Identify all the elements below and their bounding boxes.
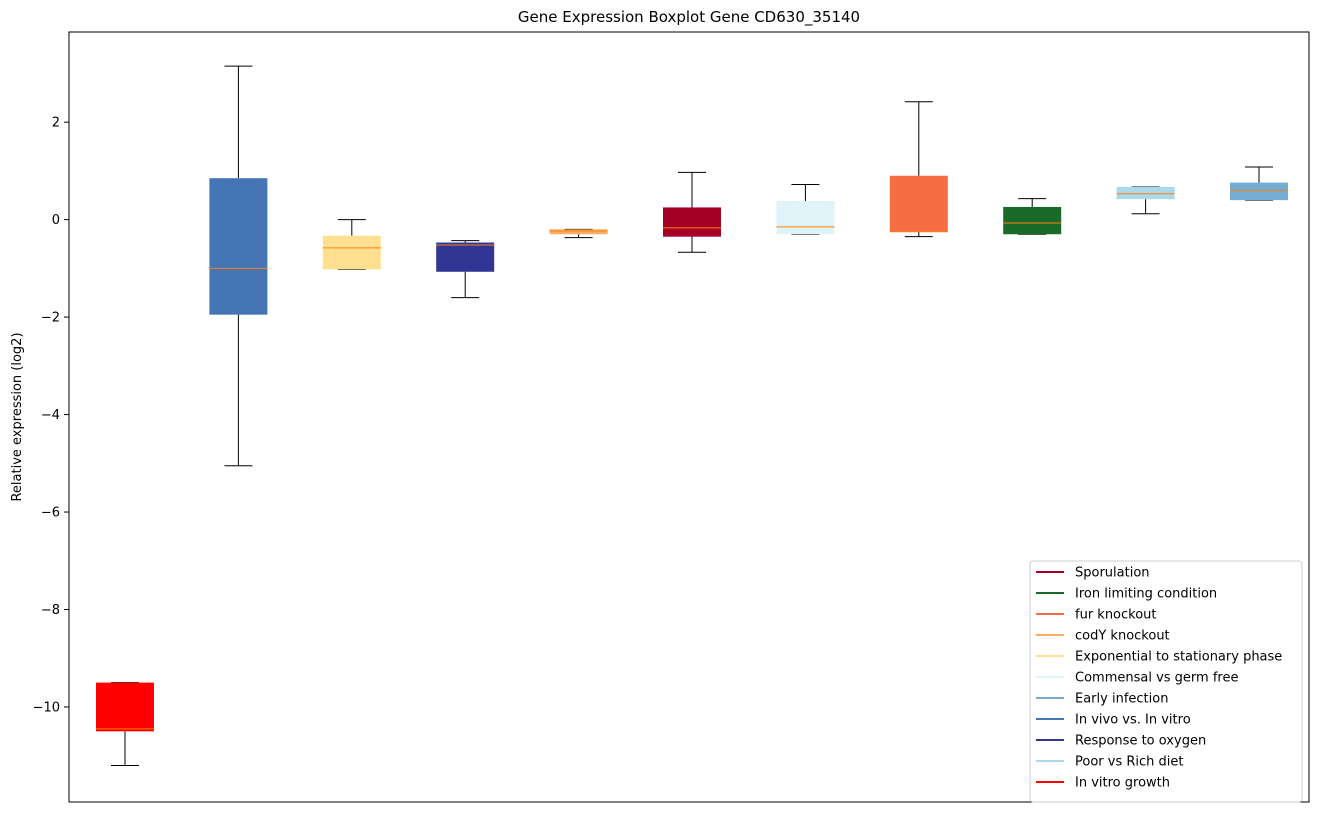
legend-label: Poor vs Rich diet [1075, 755, 1183, 770]
legend-label: In vivo vs. In vitro [1075, 713, 1191, 728]
y-tick-label: −2 [41, 311, 60, 326]
iqr-box [1116, 186, 1175, 200]
y-tick-label: 2 [52, 116, 60, 131]
iqr-box [322, 235, 381, 270]
box-response-to-oxygen [436, 240, 495, 299]
y-tick-label: 0 [52, 213, 60, 228]
iqr-box [96, 682, 154, 732]
legend-item: fur knockout [1036, 608, 1157, 623]
legend-label: Commensal vs germ free [1075, 671, 1238, 686]
legend-label: In vitro growth [1075, 776, 1170, 791]
iqr-box [776, 201, 835, 235]
legend-frame [1029, 560, 1303, 803]
y-tick-label: −10 [33, 700, 60, 715]
iqr-box [663, 207, 721, 237]
y-axis-label: Relative expression (log2) [10, 332, 25, 501]
iqr-box [209, 178, 268, 315]
boxes-layer [96, 65, 1288, 766]
legend: Sporulation Iron limiting condition fur kn… [1029, 560, 1303, 803]
legend-item: Poor vs Rich diet [1036, 755, 1183, 770]
box-exponential-to-stationary-phase [322, 219, 381, 270]
box-cody-knockout [549, 228, 608, 239]
iqr-box [1230, 182, 1288, 201]
iqr-box [436, 242, 495, 272]
legend-label: codY knockout [1075, 629, 1170, 644]
legend-label: Exponential to stationary phase [1075, 650, 1282, 665]
legend-item: Early infection [1036, 692, 1168, 707]
legend-item: Response to oxygen [1036, 734, 1206, 749]
legend-label: Response to oxygen [1075, 734, 1206, 749]
chart-title: Gene Expression Boxplot Gene CD630_35140 [518, 8, 860, 27]
legend-label: Early infection [1075, 692, 1168, 707]
legend-item: In vivo vs. In vitro [1036, 713, 1191, 728]
box-in-vitro-growth [96, 682, 154, 766]
plot-frame [68, 31, 1310, 803]
legend-item: Exponential to stationary phase [1036, 650, 1282, 665]
iqr-box [889, 175, 948, 232]
box-fur-knockout [889, 101, 948, 238]
box-in-vivo-vs-in-vitro [209, 65, 268, 467]
legend-item: Sporulation [1036, 566, 1150, 581]
box-commensal-vs-germ-free [776, 184, 835, 235]
box-poor-vs-rich-diet [1116, 186, 1175, 215]
y-tick-label: −8 [41, 603, 60, 618]
legend-label: Sporulation [1075, 566, 1150, 581]
y-axis: 2 0 −2 −4 −6 −8 −10 [33, 116, 69, 715]
legend-item: codY knockout [1036, 629, 1170, 644]
box-iron-limiting-condition [1003, 198, 1062, 235]
iqr-box [1003, 206, 1062, 235]
legend-item: In vitro growth [1036, 776, 1170, 791]
y-tick-label: −4 [41, 408, 60, 423]
legend-label: Iron limiting condition [1075, 587, 1217, 602]
legend-item: Iron limiting condition [1036, 587, 1217, 602]
iqr-box [549, 229, 608, 235]
box-sporulation [663, 171, 721, 253]
legend-label: fur knockout [1075, 608, 1157, 623]
box-early-infection [1230, 166, 1288, 201]
y-tick-label: −6 [41, 506, 60, 521]
legend-item: Commensal vs germ free [1036, 671, 1238, 686]
